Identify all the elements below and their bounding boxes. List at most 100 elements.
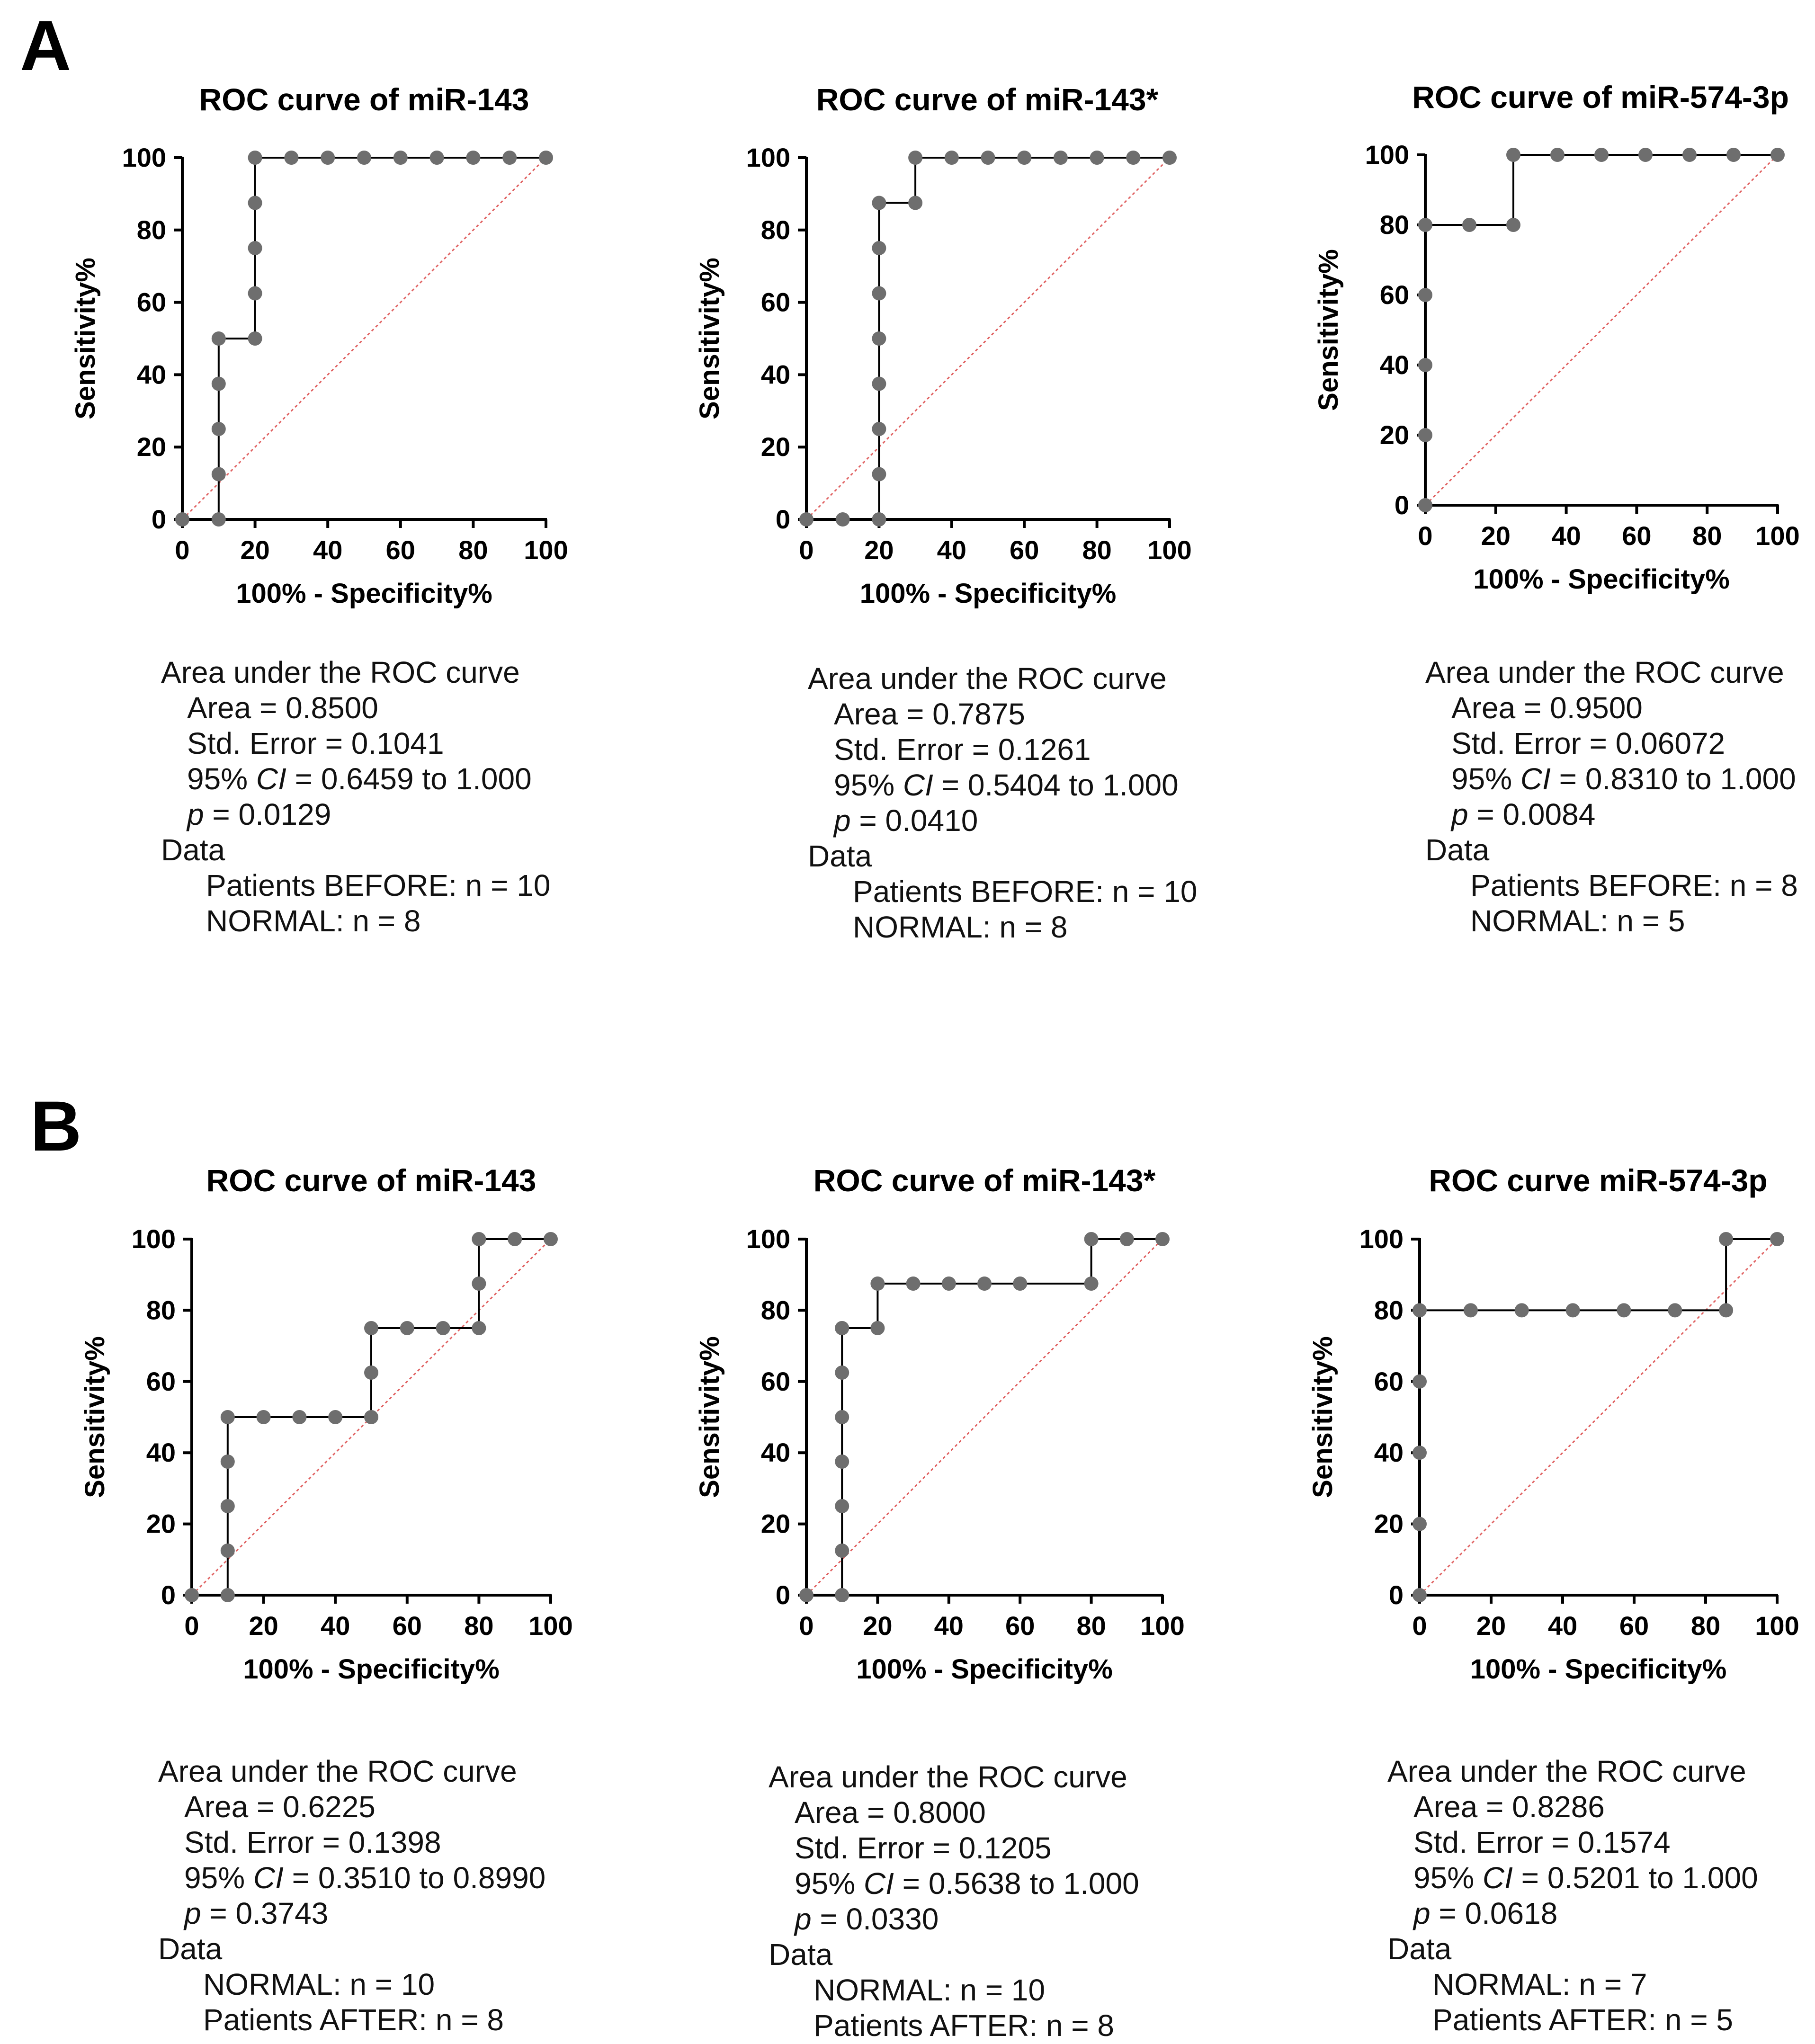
roc-data-point	[364, 1410, 378, 1424]
stats-ci: 95% CI = 0.8310 to 1.000	[1425, 761, 1798, 797]
roc-data-point	[502, 151, 517, 165]
x-axis-title: 100% - Specificity%	[243, 1654, 500, 1685]
y-tick-label: 40	[137, 359, 166, 389]
stats-ci-label: CI	[1482, 1861, 1513, 1895]
roc-data-point	[835, 1366, 849, 1380]
x-tick-label: 60	[1010, 535, 1039, 565]
y-tick-label: 80	[761, 1295, 790, 1325]
roc-data-point	[835, 1321, 849, 1335]
stats-p-value: = 0.0330	[811, 1902, 939, 1936]
y-tick-label: 0	[1389, 1580, 1404, 1610]
roc-data-point	[1084, 1276, 1099, 1291]
roc-curve-line	[806, 1238, 1162, 1596]
y-tick-label: 60	[761, 1366, 790, 1396]
x-tick-label: 80	[1076, 1611, 1106, 1641]
stats-data-heading: Data	[769, 1937, 833, 1972]
stats-ci-value: = 0.6459 to 1.000	[286, 762, 532, 796]
stats-p: p = 0.3743	[158, 1896, 545, 1931]
chart-title: ROC curve of miR-143*	[816, 82, 1159, 117]
x-axis-title: 100% - Specificity%	[236, 578, 492, 609]
x-tick-label: 0	[175, 535, 189, 565]
x-tick-label: 40	[937, 535, 966, 565]
reference-diagonal-line	[1424, 154, 1779, 506]
roc-data-point	[211, 422, 226, 436]
x-tick-label: 100	[528, 1611, 572, 1641]
y-tick-label: 20	[761, 1509, 790, 1539]
y-tick-label: 80	[761, 215, 790, 245]
stats-area: Area = 0.8500	[187, 691, 378, 725]
y-tick-label: 40	[1380, 350, 1409, 380]
stats-area: Area = 0.8000	[795, 1795, 986, 1830]
roc-data-point	[292, 1410, 307, 1424]
x-tick-label: 40	[1548, 1611, 1577, 1641]
stats-area: Area = 0.9500	[1451, 691, 1643, 725]
roc-data-point	[872, 512, 886, 527]
roc-data-point	[835, 1588, 849, 1602]
stats-block-b3: Area under the ROC curve Area = 0.8286 S…	[1387, 1754, 1758, 2038]
y-tick-label: 0	[1395, 490, 1409, 520]
stats-ci-prefix: 95%	[1451, 762, 1520, 796]
roc-data-point	[248, 286, 262, 301]
roc-data-point	[1119, 1232, 1134, 1246]
stats-ci: 95% CI = 0.5201 to 1.000	[1387, 1860, 1758, 1896]
reference-diagonal-line	[805, 157, 1171, 520]
y-tick-label: 100	[1359, 1224, 1404, 1254]
roc-data-point	[908, 196, 923, 210]
y-tick-label: 20	[761, 432, 790, 462]
stats-heading: Area under the ROC curve	[161, 655, 520, 689]
x-tick-label: 60	[1619, 1611, 1649, 1641]
stats-group-1: NORMAL: n = 7	[1432, 1967, 1647, 2001]
roc-data-point	[284, 151, 299, 165]
stats-data-heading: Data	[808, 839, 872, 873]
stats-p: p = 0.0084	[1425, 797, 1798, 832]
roc-data-point	[357, 151, 371, 165]
roc-data-point	[539, 151, 553, 165]
x-tick-label: 100	[1755, 521, 1799, 551]
x-tick-label: 60	[1005, 1611, 1035, 1641]
roc-data-point	[906, 1276, 921, 1291]
x-tick-label: 60	[1622, 521, 1651, 551]
stats-ci-label: CI	[256, 762, 286, 796]
roc-data-point	[466, 151, 481, 165]
y-tick-label: 60	[1374, 1366, 1404, 1396]
roc-data-point	[1550, 148, 1565, 162]
roc-data-point	[185, 1588, 199, 1602]
stats-p-label: p	[834, 803, 851, 838]
roc-data-point	[1084, 1232, 1099, 1246]
x-tick-label: 60	[393, 1611, 422, 1641]
stats-ci-prefix: 95%	[834, 768, 903, 802]
roc-data-point	[1017, 151, 1032, 165]
stats-ci: 95% CI = 0.6459 to 1.000	[161, 761, 550, 797]
stats-ci-label: CI	[1520, 762, 1551, 796]
roc-data-point	[544, 1232, 558, 1246]
roc-data-point	[364, 1366, 378, 1380]
roc-data-point	[799, 1588, 814, 1602]
stats-ci-prefix: 95%	[184, 1861, 253, 1895]
y-tick-label: 40	[761, 1437, 790, 1467]
roc-data-point	[872, 241, 886, 255]
roc-curve-line	[1424, 154, 1778, 505]
x-tick-label: 20	[863, 1611, 892, 1641]
roc-data-point	[1418, 428, 1432, 442]
stats-ci-label: CI	[863, 1866, 894, 1901]
y-axis-title: Sensitivity%	[70, 258, 101, 420]
x-axis-title: 100% - Specificity%	[860, 578, 1117, 609]
roc-data-point	[835, 1410, 849, 1424]
stats-ci-value: = 0.8310 to 1.000	[1550, 762, 1796, 796]
roc-data-point	[1565, 1303, 1580, 1318]
y-tick-label: 60	[1380, 280, 1409, 310]
roc-data-point	[321, 151, 335, 165]
roc-data-point	[436, 1321, 450, 1335]
roc-data-point	[1413, 1588, 1427, 1602]
roc-data-point	[1418, 358, 1432, 372]
stats-p: p = 0.0330	[769, 1901, 1139, 1937]
roc-data-point	[1090, 151, 1104, 165]
y-tick-label: 40	[146, 1437, 176, 1467]
y-tick-label: 20	[1374, 1509, 1404, 1539]
roc-data-point	[429, 151, 444, 165]
x-tick-label: 80	[464, 1611, 493, 1641]
y-tick-label: 20	[137, 432, 166, 462]
roc-data-point	[211, 376, 226, 391]
roc-data-point	[1514, 1303, 1529, 1318]
